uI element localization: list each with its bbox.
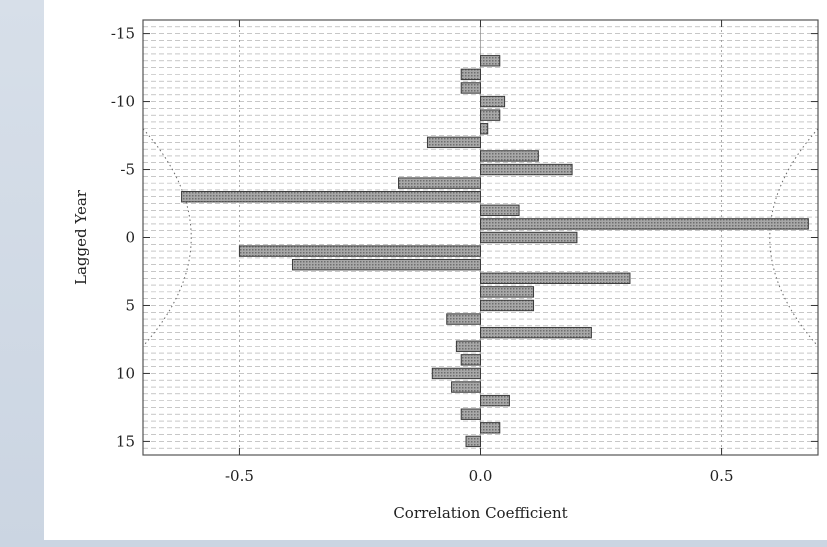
- bar: [480, 150, 539, 162]
- bar: [480, 231, 578, 244]
- bar: [238, 245, 481, 257]
- bar: [480, 299, 535, 312]
- bar: [480, 272, 631, 284]
- y-tick-label: 15: [116, 432, 135, 450]
- bar: [181, 191, 481, 203]
- bar: [480, 123, 489, 135]
- y-tick-label: -10: [111, 93, 135, 111]
- bar: [480, 109, 501, 121]
- bar: [480, 95, 506, 108]
- bar: [480, 163, 573, 176]
- x-tick-label: -0.5: [225, 467, 254, 485]
- bar: [480, 326, 592, 339]
- significance-curve-right: [769, 128, 819, 347]
- x-axis-title: Correlation Coefficient: [393, 504, 567, 522]
- y-tick-label: -15: [111, 25, 135, 43]
- y-tick-label: 10: [116, 364, 135, 382]
- bar: [426, 136, 482, 149]
- bar: [455, 340, 481, 352]
- significance-curve-left: [142, 128, 192, 347]
- bar: [465, 435, 481, 448]
- y-tick-label: 0: [125, 229, 135, 247]
- grid-lines: [143, 20, 818, 455]
- significance-curves: [142, 128, 819, 347]
- y-tick-label: 5: [125, 296, 135, 314]
- bar: [480, 55, 501, 67]
- axes: -0.5 0.0 0.5 -15 -10 -5 0 5 10 15: [111, 19, 819, 485]
- y-tick-label: -5: [120, 161, 135, 179]
- bar: [480, 394, 510, 407]
- bar: [398, 177, 481, 189]
- bar: [480, 422, 501, 434]
- bar: [460, 354, 482, 366]
- bar: [431, 367, 481, 380]
- bar: [446, 313, 481, 325]
- bar: [460, 68, 482, 81]
- y-axis-title: Lagged Year: [72, 189, 90, 285]
- x-tick-label: 0.0: [469, 467, 493, 485]
- bar: [480, 204, 520, 217]
- bar: [460, 408, 482, 420]
- bars: [181, 55, 809, 448]
- bar: [291, 258, 482, 271]
- bar: [480, 218, 809, 230]
- bar: [460, 82, 482, 94]
- bar: [451, 381, 482, 393]
- x-tick-label: 0.5: [710, 467, 734, 485]
- bar: [480, 286, 535, 298]
